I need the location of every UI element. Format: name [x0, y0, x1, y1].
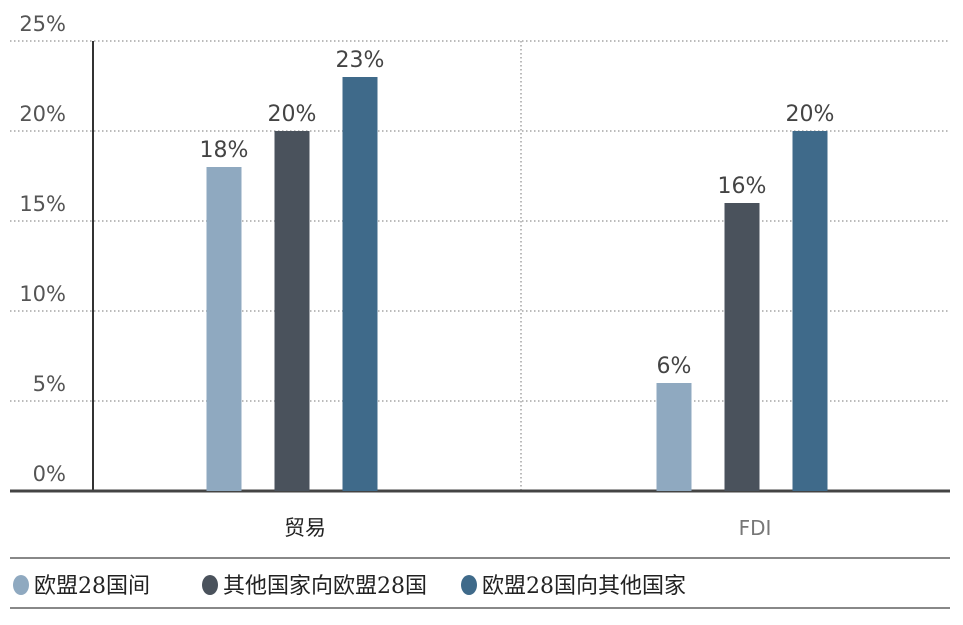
data-label: 20%: [268, 102, 317, 127]
bar: [792, 131, 828, 491]
y-tick-label: 25%: [19, 12, 66, 36]
y-tick-label: 10%: [19, 282, 66, 306]
y-tick-label: 0%: [33, 462, 66, 486]
legend-label: 欧盟28国间: [34, 574, 150, 599]
legend-marker: [13, 575, 29, 595]
bar: [724, 203, 760, 491]
bar: [274, 131, 310, 491]
legend-marker: [461, 575, 477, 595]
data-label: 20%: [786, 102, 835, 127]
x-category-label: 贸易: [284, 516, 326, 540]
x-category-label: FDI: [739, 516, 772, 540]
data-label: 16%: [718, 174, 767, 199]
legend-marker: [202, 575, 218, 595]
y-tick-label: 15%: [19, 192, 66, 216]
legend-label: 其他国家向欧盟28国: [223, 574, 427, 599]
data-label: 18%: [200, 138, 249, 163]
y-tick-label: 20%: [19, 102, 66, 126]
y-tick-label: 5%: [33, 372, 66, 396]
legend-label: 欧盟28国向其他国家: [482, 574, 686, 599]
bar: [342, 77, 378, 491]
bar: [656, 383, 692, 491]
bar: [206, 167, 242, 491]
data-label: 23%: [336, 48, 385, 73]
data-label: 6%: [657, 354, 692, 379]
